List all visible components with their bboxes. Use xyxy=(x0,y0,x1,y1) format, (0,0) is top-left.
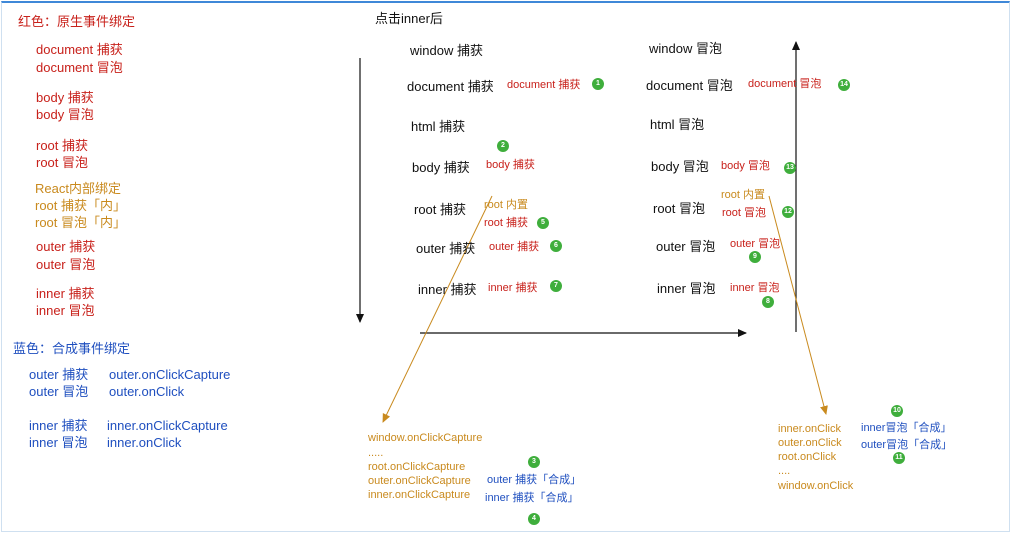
synthetic-inner-bubble: inner冒泡「合成」 xyxy=(861,422,952,434)
capture-level-document: document 捕获 xyxy=(407,79,494,94)
legend-synthetic-outer-capture-handler: outer.onClickCapture xyxy=(109,367,231,382)
bubble-level-document: document 冒泡 xyxy=(646,78,733,93)
legend-document-bubble: document 冒泡 xyxy=(36,60,123,75)
legend-react-internal: React内部绑定 xyxy=(35,181,121,196)
fired-document-bubble: document 冒泡 xyxy=(748,78,822,90)
legend-inner-capture: inner 捕获 xyxy=(36,286,95,301)
legend-outer-capture: outer 捕获 xyxy=(36,239,96,254)
legend-synthetic-outer-capture: outer 捕获 xyxy=(29,367,89,382)
fired-root-bubble: root 冒泡 xyxy=(722,207,767,219)
step-badge-5: 5 xyxy=(537,217,549,229)
fired-root-capture: root 捕获 xyxy=(484,217,529,229)
step-badge-1: 1 xyxy=(592,78,604,90)
legend-body-bubble: body 冒泡 xyxy=(36,107,94,122)
capture-dispatch-window: window.onClickCapture xyxy=(368,432,483,444)
legend-synthetic-inner-bubble-handler: inner.onClick xyxy=(107,435,182,450)
legend-synthetic-outer-bubble: outer 冒泡 xyxy=(29,384,89,399)
legend-synthetic-outer-bubble-handler: outer.onClick xyxy=(109,384,185,399)
bubble-level-root: root 冒泡 xyxy=(653,201,706,216)
legend-root-bubble: root 冒泡 xyxy=(36,155,89,170)
bubble-dispatch-arrow xyxy=(768,195,828,415)
bubble-dispatch-inner: inner.onClick xyxy=(778,423,841,435)
fired-body-bubble: body 冒泡 xyxy=(721,160,770,172)
bubble-level-html: html 冒泡 xyxy=(650,117,705,132)
bubble-dispatch-root: root.onClick xyxy=(778,451,837,463)
legend-root-bubble-internal: root 冒泡「内」 xyxy=(35,215,127,230)
capture-level-window: window 捕获 xyxy=(410,43,483,58)
legend-outer-bubble: outer 冒泡 xyxy=(36,257,96,272)
step-badge-10: 10 xyxy=(891,405,903,417)
capture-level-body: body 捕获 xyxy=(412,160,470,175)
step-badge-4: 4 xyxy=(528,513,540,525)
step-badge-7: 7 xyxy=(550,280,562,292)
legend-body-capture: body 捕获 xyxy=(36,90,94,105)
legend-synthetic-inner-capture-handler: inner.onClickCapture xyxy=(107,418,228,433)
legend-synthetic-inner-capture: inner 捕获 xyxy=(29,418,88,433)
fired-inner-capture: inner 捕获 xyxy=(488,282,538,294)
capture-level-inner: inner 捕获 xyxy=(418,282,477,297)
capture-dispatch-inner: inner.onClickCapture xyxy=(368,489,471,501)
capture-dispatch-outer: outer.onClickCapture xyxy=(368,475,471,487)
fired-outer-capture: outer 捕获 xyxy=(489,241,540,253)
step-badge-13: 13 xyxy=(784,162,796,174)
fired-inner-bubble: inner 冒泡 xyxy=(730,282,780,294)
step-badge-9: 9 xyxy=(749,251,761,263)
step-badge-8: 8 xyxy=(762,296,774,308)
synthetic-inner-capture: inner 捕获「合成」 xyxy=(485,492,579,504)
step-badge-11: 11 xyxy=(893,452,905,464)
capture-dispatch-root: root.onClickCapture xyxy=(368,461,466,473)
capture-dispatch-arrow xyxy=(382,195,493,423)
capture-level-root: root 捕获 xyxy=(414,202,467,217)
native-legend-title: 红色：原生事件绑定 xyxy=(18,14,136,29)
legend-root-capture-internal: root 捕获「内」 xyxy=(35,198,127,213)
fired-document-capture: document 捕获 xyxy=(507,79,581,91)
bubble-dispatch-ellipsis: .... xyxy=(778,465,791,477)
bubble-level-body: body 冒泡 xyxy=(651,159,709,174)
capture-level-html: html 捕获 xyxy=(411,119,466,134)
legend-inner-bubble: inner 冒泡 xyxy=(36,303,95,318)
fired-outer-bubble: outer 冒泡 xyxy=(730,238,781,250)
legend-document-capture: document 捕获 xyxy=(36,42,123,57)
legend-root-capture: root 捕获 xyxy=(36,138,89,153)
fired-root-internal-bubble: root 内置 xyxy=(721,189,766,201)
bubble-level-window: window 冒泡 xyxy=(649,41,722,56)
bubble-level-outer: outer 冒泡 xyxy=(656,239,716,254)
step-badge-6: 6 xyxy=(550,240,562,252)
bubble-dispatch-outer: outer.onClick xyxy=(778,437,842,449)
synthetic-legend-title: 蓝色：合成事件绑定 xyxy=(13,341,131,356)
bubble-dispatch-window: window.onClick xyxy=(778,480,854,492)
bubble-level-inner: inner 冒泡 xyxy=(657,281,716,296)
synthetic-outer-bubble: outer冒泡「合成」 xyxy=(861,439,953,451)
legend-synthetic-inner-bubble: inner 冒泡 xyxy=(29,435,88,450)
step-badge-14: 14 xyxy=(838,79,850,91)
fired-body-capture: body 捕获 xyxy=(486,159,535,171)
capture-dispatch-ellipsis: ..... xyxy=(368,447,384,459)
step-badge-12: 12 xyxy=(782,206,794,218)
flow-heading: 点击inner后 xyxy=(375,11,443,26)
step-badge-2: 2 xyxy=(497,140,509,152)
synthetic-outer-capture: outer 捕获「合成」 xyxy=(487,474,582,486)
capture-level-outer: outer 捕获 xyxy=(416,241,476,256)
step-badge-3: 3 xyxy=(528,456,540,468)
fired-root-internal-capture: root 内置 xyxy=(484,199,529,211)
